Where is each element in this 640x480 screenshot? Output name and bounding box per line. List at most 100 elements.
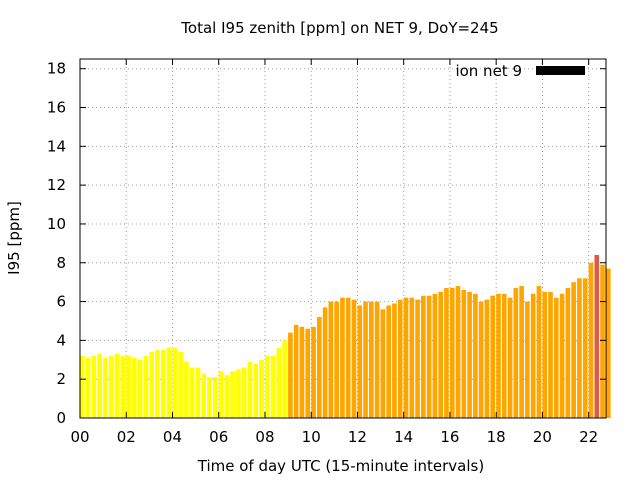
bar (421, 295, 426, 418)
bar (253, 363, 259, 418)
bar (449, 287, 455, 418)
bar (571, 282, 576, 418)
bar (536, 286, 542, 418)
bar (91, 355, 97, 418)
bar (530, 293, 536, 418)
y-tick-label: 14 (47, 137, 66, 155)
bar (328, 301, 334, 418)
bar (594, 254, 600, 418)
bar (189, 367, 195, 418)
bar (155, 350, 160, 418)
bar (461, 289, 467, 418)
x-ticks: 00 02 04 06 08 10 12 14 16 18 20 22 (70, 59, 598, 446)
bar (270, 355, 276, 418)
bar (426, 295, 432, 418)
x-tick-label: 08 (255, 428, 274, 446)
bar (467, 291, 472, 418)
bar (363, 301, 368, 418)
bar (392, 303, 397, 418)
bar (276, 348, 282, 418)
x-tick-label: 06 (209, 428, 228, 446)
x-tick-label: 20 (533, 428, 552, 446)
bar (386, 305, 391, 418)
bar (316, 317, 322, 418)
bar (108, 355, 114, 418)
bar (432, 293, 438, 418)
bar (588, 262, 594, 418)
bar (241, 367, 247, 418)
bar (259, 359, 264, 418)
bar (548, 291, 553, 418)
bar (218, 371, 224, 418)
bar (305, 328, 311, 418)
x-tick-label: 16 (440, 428, 459, 446)
bar (311, 326, 316, 418)
bar (207, 377, 212, 418)
bar (293, 324, 299, 418)
bar (132, 357, 137, 418)
legend-label: ion net 9 (455, 62, 522, 80)
bar (345, 297, 351, 418)
bar (478, 301, 484, 418)
bar (484, 299, 490, 418)
legend: ion net 9 (455, 62, 585, 80)
bar (236, 369, 241, 418)
bar (184, 361, 189, 418)
bar (438, 291, 443, 418)
x-tick-label: 14 (394, 428, 413, 446)
x-tick-label: 04 (163, 428, 182, 446)
bar (195, 367, 201, 418)
bar (103, 357, 108, 418)
bar (282, 340, 287, 418)
bar (178, 352, 183, 418)
bar (490, 295, 496, 418)
bar (473, 293, 478, 418)
bar (519, 286, 524, 418)
bar (374, 301, 380, 418)
x-tick-label: 10 (302, 428, 321, 446)
y-ticks: 0 2 4 6 8 10 12 14 16 18 (47, 60, 606, 427)
bar (288, 332, 293, 418)
bar (247, 361, 253, 418)
bar (553, 297, 559, 418)
y-tick-label: 4 (56, 331, 66, 349)
plot-frame (79, 58, 607, 419)
bar (409, 297, 415, 418)
bar (224, 375, 230, 418)
bar (137, 359, 143, 418)
bar (507, 297, 513, 418)
bar (525, 301, 530, 418)
bar (357, 305, 363, 418)
y-tick-label: 8 (56, 254, 66, 272)
bar (114, 353, 120, 418)
bar (340, 297, 345, 418)
x-tick-label: 12 (348, 428, 367, 446)
bar (513, 287, 519, 418)
bar (369, 301, 374, 418)
bar (166, 348, 172, 418)
bar (380, 309, 386, 418)
bar (149, 352, 154, 418)
x-tick-label: 18 (487, 428, 506, 446)
x-axis-label: Time of day UTC (15-minute intervals) (197, 457, 484, 475)
y-tick-label: 0 (56, 409, 66, 427)
bar (501, 293, 507, 418)
bar (126, 355, 131, 418)
bar (85, 357, 91, 418)
bar (415, 299, 420, 418)
bar (143, 355, 149, 418)
bar (403, 297, 409, 418)
y-tick-label: 16 (47, 99, 66, 117)
y-tick-label: 6 (56, 293, 66, 311)
y-tick-label: 12 (47, 176, 66, 194)
y-axis-label: I95 [ppm] (5, 201, 23, 275)
bar (600, 264, 605, 418)
bar (172, 348, 178, 418)
bar (351, 299, 357, 418)
y-tick-label: 10 (47, 215, 66, 233)
bar (299, 326, 305, 418)
bars (80, 254, 611, 418)
bar (496, 293, 501, 418)
bar (582, 278, 588, 418)
